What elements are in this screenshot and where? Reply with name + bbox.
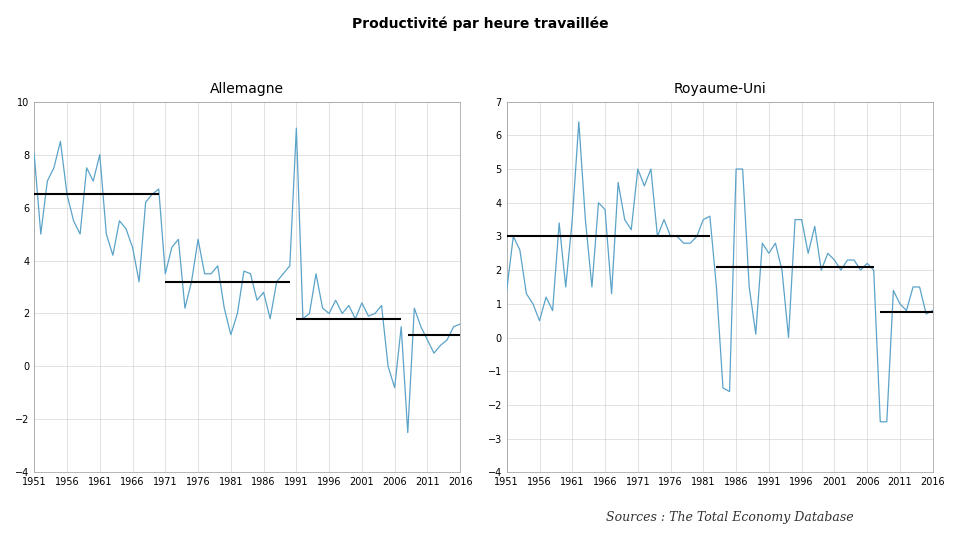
Text: Sources : The Total Economy Database: Sources : The Total Economy Database	[606, 511, 853, 524]
Title: Allemagne: Allemagne	[210, 82, 284, 96]
Title: Royaume-Uni: Royaume-Uni	[673, 82, 766, 96]
Text: Productivité par heure travaillée: Productivité par heure travaillée	[351, 16, 609, 31]
